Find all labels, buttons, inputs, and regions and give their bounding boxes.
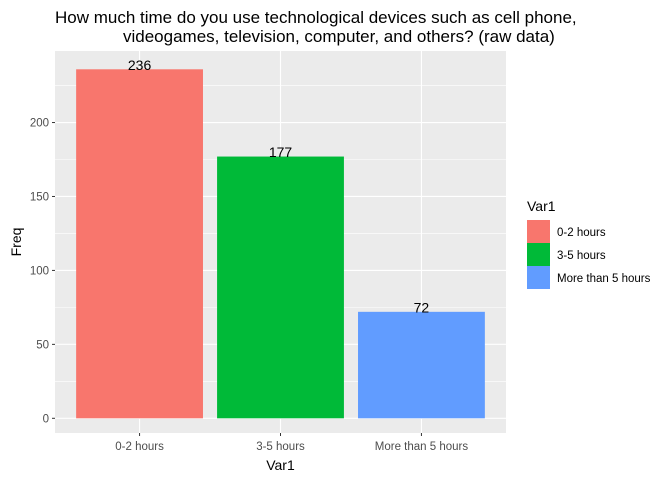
y-tick-label: 150 xyxy=(30,191,49,203)
legend-title: Var1 xyxy=(527,198,556,214)
y-tick-label: 50 xyxy=(36,339,49,351)
legend-swatch xyxy=(527,243,550,266)
legend: Var1 0-2 hours 3-5 hours More than 5 hours xyxy=(527,198,651,289)
legend-label: 0-2 hours xyxy=(557,227,606,239)
x-tick-label: 3-5 hours xyxy=(256,441,305,453)
data-labels: 236 177 72 xyxy=(128,57,430,316)
bar-series xyxy=(76,69,485,419)
legend-swatch xyxy=(527,266,550,289)
legend-label: More than 5 hours xyxy=(557,273,651,285)
y-tick-label: 200 xyxy=(30,118,49,130)
x-tick-label: 0-2 hours xyxy=(115,441,164,453)
legend-swatch xyxy=(527,220,550,243)
data-label: 177 xyxy=(269,144,293,160)
data-label: 72 xyxy=(414,299,430,315)
x-axis: 0-2 hours 3-5 hours More than 5 hours xyxy=(115,433,468,453)
y-axis-title: Freq xyxy=(8,228,24,257)
legend-items: 0-2 hours 3-5 hours More than 5 hours xyxy=(527,220,651,289)
chart-title-line-1: How much time do you use technological d… xyxy=(55,8,577,27)
y-tick-label: 0 xyxy=(43,413,49,425)
x-axis-title: Var1 xyxy=(266,457,295,473)
bar xyxy=(358,311,485,419)
y-tick-label: 100 xyxy=(30,265,49,277)
chart-title-line-2: videogames, television, computer, and ot… xyxy=(123,27,555,46)
x-tick-label: More than 5 hours xyxy=(375,441,469,453)
legend-label: 3-5 hours xyxy=(557,250,606,262)
y-axis: 0 50 100 150 200 xyxy=(30,118,55,425)
bar xyxy=(76,69,203,419)
data-label: 236 xyxy=(128,57,152,73)
chart-title: How much time do you use technological d… xyxy=(55,8,577,46)
bar xyxy=(217,156,344,419)
